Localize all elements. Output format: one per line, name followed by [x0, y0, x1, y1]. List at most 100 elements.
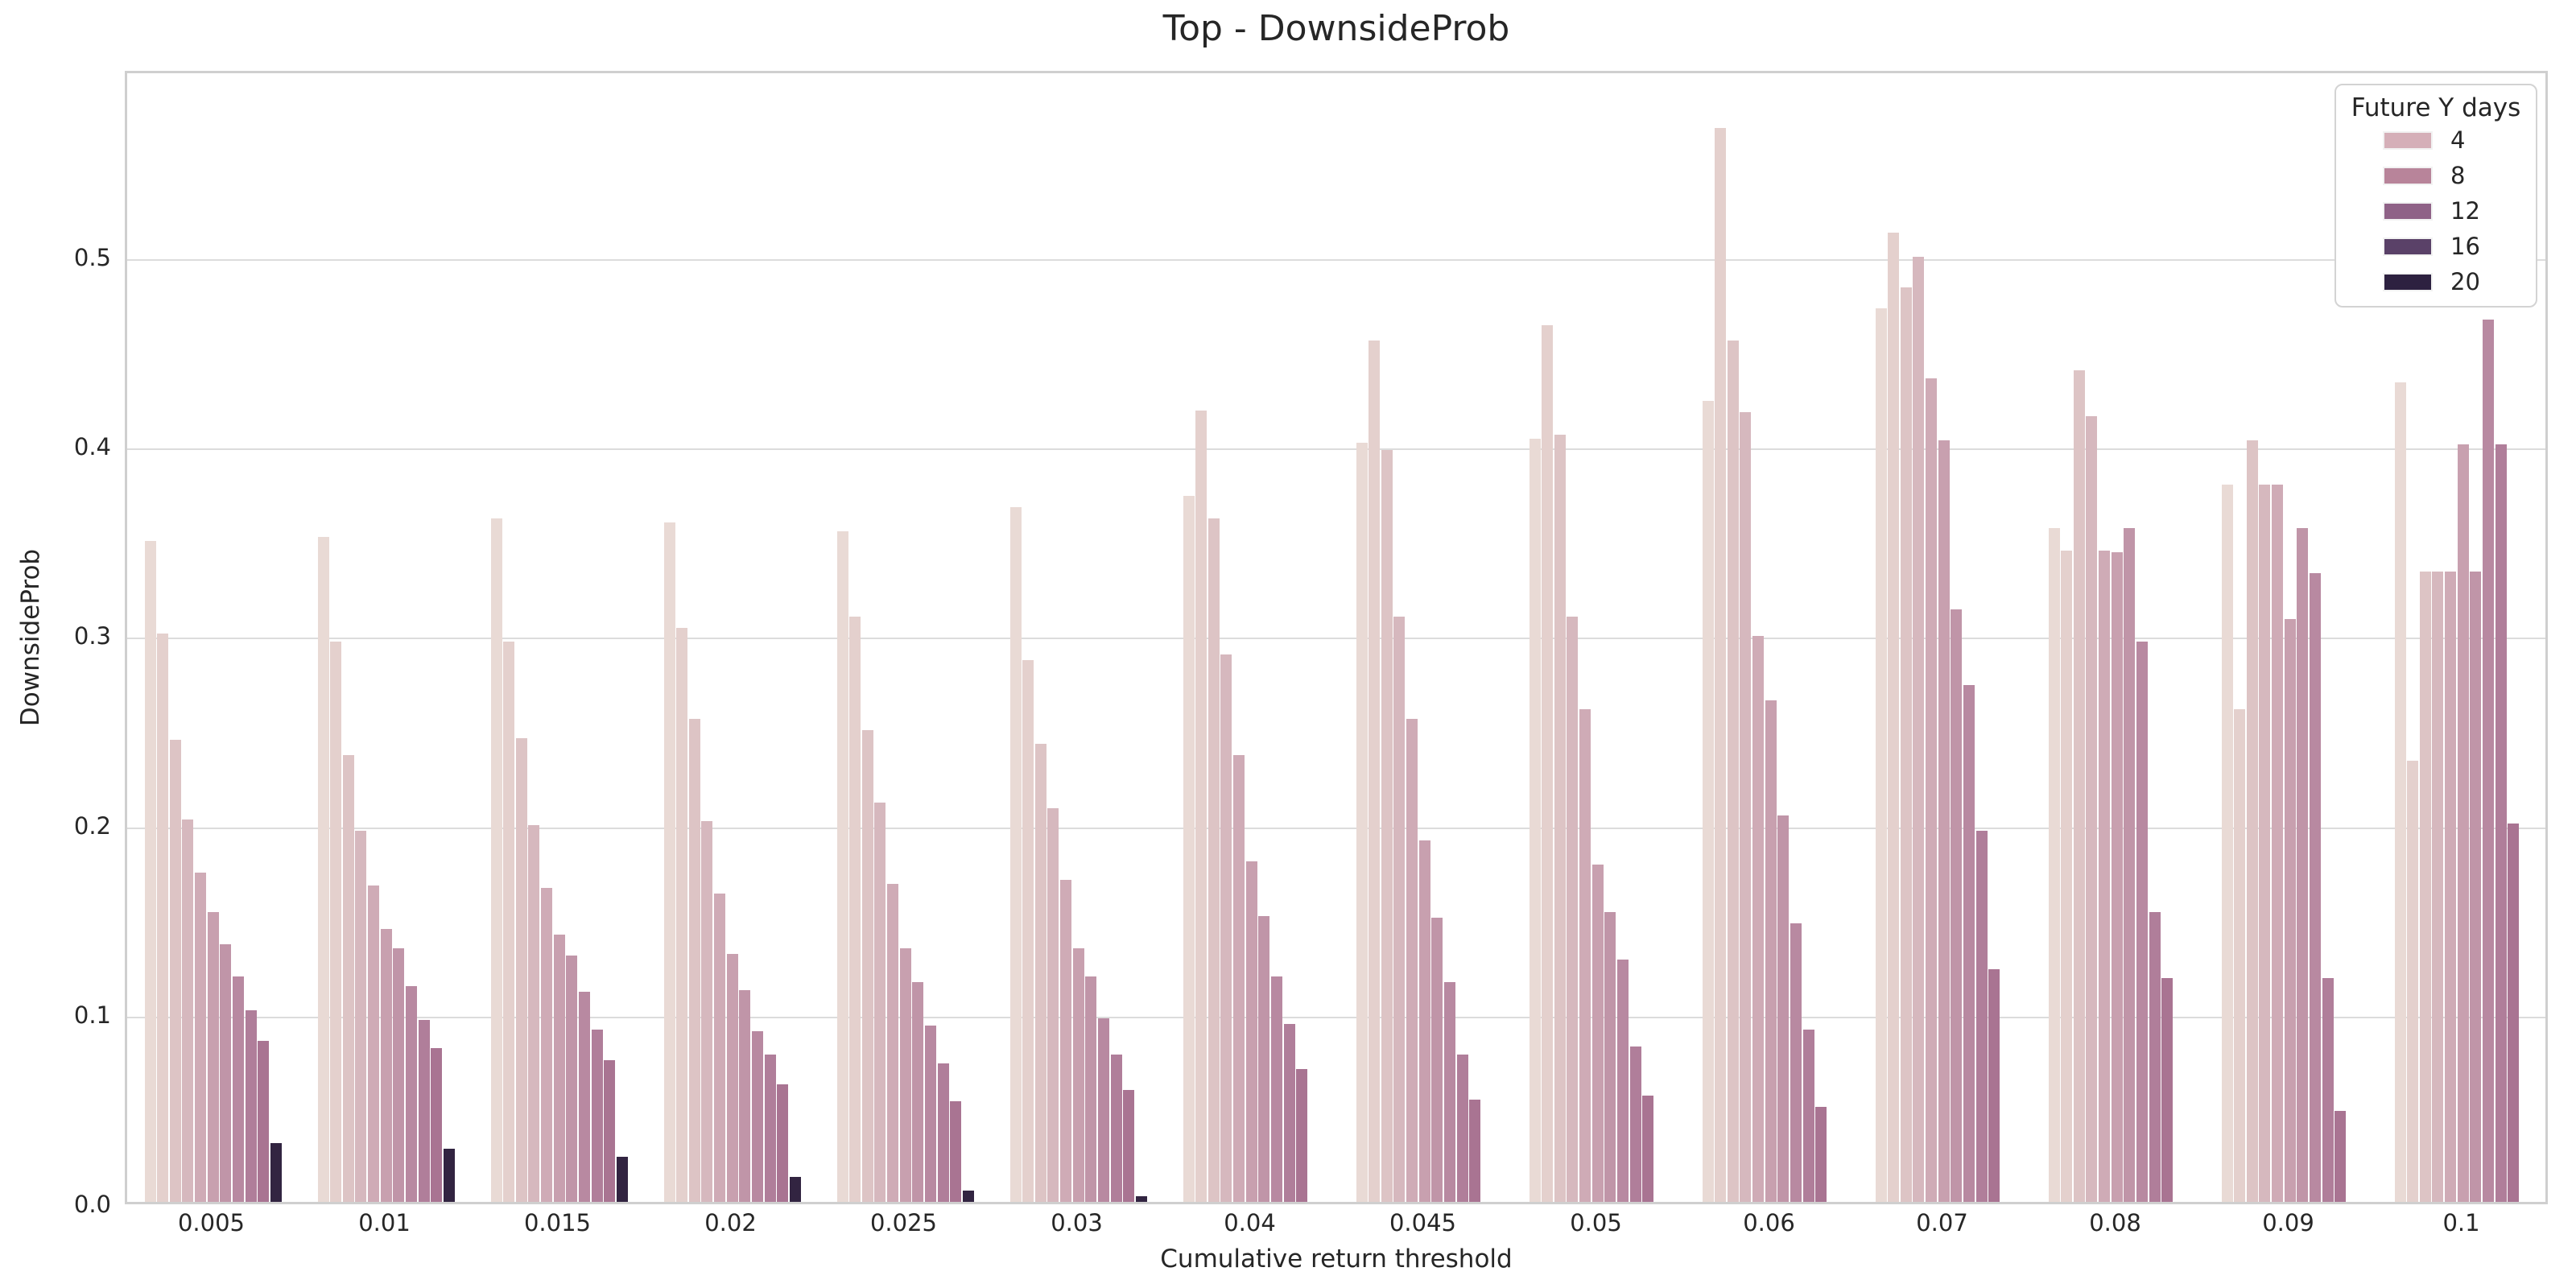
bar [924, 1026, 936, 1202]
bar [2061, 551, 2073, 1202]
bar [2111, 552, 2123, 1202]
bar [663, 522, 675, 1202]
x-tick-label: 0.04 [1224, 1209, 1276, 1236]
bar [1368, 341, 1381, 1202]
bar [368, 886, 380, 1202]
bar [1195, 411, 1208, 1202]
bar [899, 948, 911, 1202]
bar [220, 944, 232, 1202]
bar [2124, 528, 2136, 1202]
bar [836, 531, 848, 1202]
y-tick-label: 0.1 [73, 1001, 111, 1029]
bar [1258, 916, 1270, 1202]
y-tick-label: 0.2 [73, 811, 111, 840]
x-tick-label: 0.09 [2262, 1209, 2314, 1236]
bar [1715, 128, 1727, 1202]
legend-swatch [2383, 166, 2433, 185]
bar [207, 912, 219, 1202]
bar [503, 642, 515, 1202]
bar [2419, 572, 2431, 1202]
x-tick-label: 0.025 [869, 1209, 938, 1236]
bar [1443, 982, 1455, 1202]
legend-entry: 16 [2336, 229, 2536, 264]
bar [1579, 709, 1591, 1202]
bar [1542, 325, 1554, 1202]
legend-entry-label: 20 [2450, 268, 2480, 295]
bar [1900, 287, 1912, 1202]
bar [1270, 976, 1282, 1202]
bar [2309, 573, 2321, 1202]
x-tick-label: 0.05 [1570, 1209, 1622, 1236]
bar [1740, 412, 1752, 1202]
bar [1815, 1107, 1827, 1202]
bar [405, 986, 417, 1202]
x-tick-label: 0.015 [523, 1209, 592, 1236]
bar [1406, 719, 1418, 1202]
bar [1752, 636, 1765, 1202]
bar [1727, 341, 1739, 1202]
x-tick-label: 0.045 [1389, 1209, 1457, 1236]
legend-entry: 4 [2336, 122, 2536, 158]
legend-entry: 20 [2336, 264, 2536, 299]
bar [2221, 485, 2233, 1202]
bar [515, 738, 527, 1202]
bar [1381, 450, 1393, 1202]
y-tick-label: 0.4 [73, 433, 111, 461]
bar [258, 1041, 270, 1202]
bar [144, 541, 156, 1202]
bar [245, 1010, 257, 1202]
x-tick-label: 0.01 [358, 1209, 411, 1236]
x-tick-label: 0.06 [1743, 1209, 1795, 1236]
bar [937, 1063, 949, 1202]
legend: Future Y days 4 8 12 16 20 [2334, 84, 2537, 308]
bar [764, 1055, 776, 1202]
bar [849, 617, 861, 1202]
bar [1802, 1030, 1814, 1202]
bar [2457, 444, 2469, 1202]
bar [950, 1101, 962, 1202]
bar [1097, 1018, 1109, 1202]
bar [777, 1084, 789, 1202]
bar [443, 1149, 455, 1202]
legend-swatch [2383, 272, 2433, 291]
gridline [127, 448, 2545, 451]
bar [616, 1157, 628, 1202]
legend-entry: 8 [2336, 158, 2536, 193]
bar [1888, 233, 1900, 1202]
bar [1529, 439, 1541, 1202]
bar [418, 1020, 430, 1202]
gridline [127, 638, 2545, 640]
bar [2432, 572, 2444, 1202]
bar [2297, 528, 2309, 1202]
legend-entries: 4 8 12 16 20 [2336, 122, 2536, 299]
bar [566, 956, 578, 1202]
bar [1060, 880, 1072, 1202]
bar [912, 982, 924, 1202]
legend-entry-label: 8 [2450, 162, 2466, 189]
bar [2246, 440, 2258, 1202]
x-tick-label: 0.005 [177, 1209, 246, 1236]
legend-swatch [2383, 130, 2433, 150]
bar [676, 628, 688, 1202]
bar [1875, 308, 1887, 1202]
bar [1913, 257, 1925, 1202]
bar [1047, 808, 1059, 1202]
bar [604, 1060, 616, 1202]
bar [1418, 840, 1430, 1202]
bar [1554, 435, 1566, 1202]
bar [169, 740, 181, 1202]
bar [2284, 619, 2296, 1202]
bar [1393, 617, 1406, 1202]
bar [1233, 755, 1245, 1202]
bar [789, 1177, 801, 1202]
bar [1022, 660, 1034, 1202]
bar [739, 990, 751, 1202]
bar [2136, 642, 2148, 1202]
bar [1034, 744, 1046, 1202]
bar [2445, 572, 2457, 1202]
bar [1123, 1090, 1135, 1202]
legend-entry-label: 12 [2450, 197, 2480, 225]
bar [861, 730, 873, 1202]
bar [2272, 485, 2284, 1202]
bar [2394, 382, 2406, 1202]
